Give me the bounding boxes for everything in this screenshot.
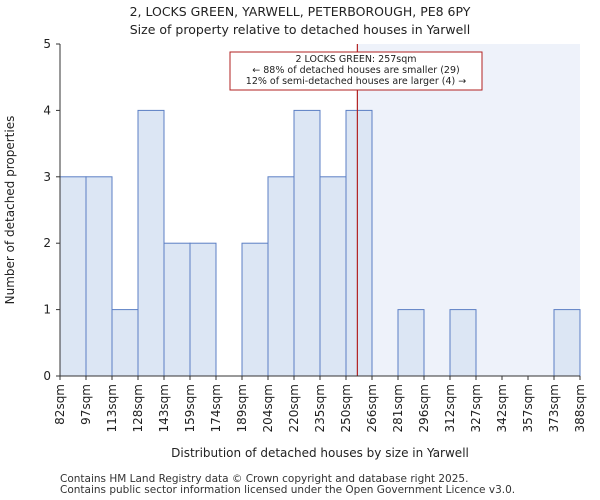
histogram-bar: [111, 309, 139, 377]
annotation-line-2: ← 88% of detached houses are smaller (29…: [252, 65, 459, 76]
y-tick-label: 1: [43, 303, 51, 317]
x-tick-label: 388sqm: [573, 384, 587, 432]
chart-subtitle: Size of property relative to detached ho…: [129, 22, 471, 37]
x-tick-label: 281sqm: [391, 384, 405, 432]
x-tick-label: 82sqm: [53, 384, 67, 425]
x-tick-label: 189sqm: [235, 384, 249, 432]
x-tick-label: 266sqm: [365, 384, 379, 432]
x-tick-label: 342sqm: [495, 384, 509, 432]
histogram-bar: [189, 242, 217, 377]
x-tick-label: 235sqm: [313, 384, 327, 432]
annotation-line-1: 2 LOCKS GREEN: 257sqm: [295, 54, 416, 65]
x-tick-label: 97sqm: [79, 384, 93, 425]
histogram-bar: [85, 176, 113, 377]
x-tick-label: 174sqm: [209, 384, 223, 432]
histogram-bar: [163, 242, 191, 377]
y-ticks-group: 0 1 2 3 4 5: [43, 37, 60, 383]
x-tick-label: 159sqm: [183, 384, 197, 432]
x-axis-label: Distribution of detached houses by size …: [171, 446, 469, 460]
histogram-bar: [267, 176, 295, 377]
histogram-bar: [345, 109, 373, 377]
y-tick-label: 5: [43, 37, 51, 51]
annotation-border: [229, 51, 483, 91]
histogram-bar: [293, 109, 321, 377]
x-tick-label: 357sqm: [521, 384, 535, 432]
x-ticks-group: 82sqm 97sqm 113sqm 128sqm 143sqm 159sqm 174sqm…: [53, 376, 587, 432]
footer-attribution-1: Contains HM Land Registry data © Crown c…: [60, 473, 469, 485]
histogram-bar: [59, 176, 87, 377]
x-tick-label: 113sqm: [105, 384, 119, 432]
x-tick-label: 312sqm: [443, 384, 457, 432]
x-tick-label: 220sqm: [287, 384, 301, 432]
histogram-bar: [449, 309, 477, 377]
chart-title: 2, LOCKS GREEN, YARWELL, PETERBOROUGH, P…: [129, 4, 471, 19]
x-tick-label: 373sqm: [547, 384, 561, 432]
y-tick-label: 4: [43, 103, 51, 117]
histogram-bar: [397, 309, 425, 377]
x-tick-label: 296sqm: [417, 384, 431, 432]
histogram-bar: [319, 176, 347, 377]
x-tick-label: 204sqm: [261, 384, 275, 432]
y-tick-label: 3: [43, 170, 51, 184]
y-axis-label: Number of detached properties: [3, 116, 17, 305]
bars-group: [59, 109, 581, 377]
y-tick-label: 0: [43, 369, 51, 383]
histogram-bar: [241, 242, 269, 377]
x-tick-label: 327sqm: [469, 384, 483, 432]
x-tick-label: 143sqm: [157, 384, 171, 432]
y-tick-label: 2: [43, 236, 51, 250]
histogram-bar: [553, 309, 581, 377]
annotation-box: 2 LOCKS GREEN: 257sqm ← 88% of detached …: [229, 51, 483, 91]
histogram-bar: [137, 109, 165, 377]
annotation-line-3: 12% of semi-detached houses are larger (…: [246, 76, 466, 87]
x-tick-label: 250sqm: [339, 384, 353, 432]
x-tick-label: 128sqm: [131, 384, 145, 432]
footer-attribution-2: Contains public sector information licen…: [60, 484, 516, 496]
